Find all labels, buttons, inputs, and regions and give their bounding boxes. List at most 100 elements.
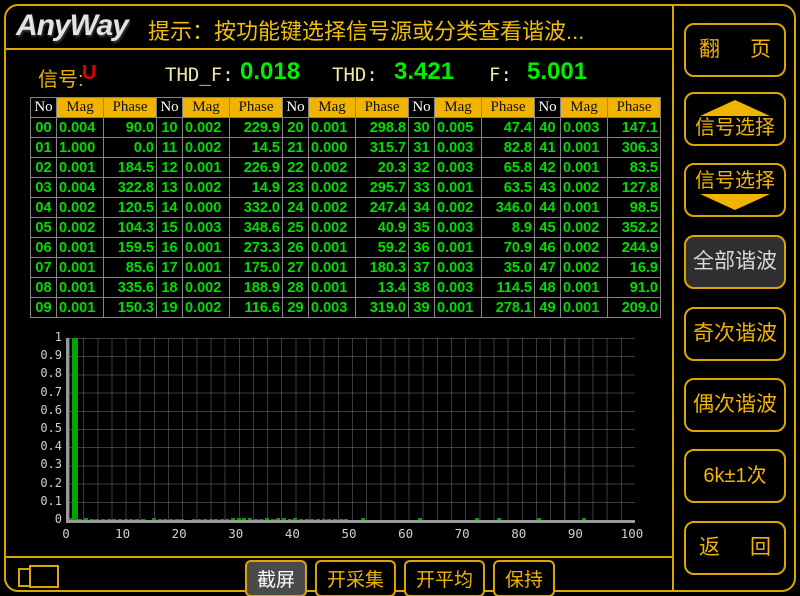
harmonic-no-cell: 09	[30, 297, 57, 318]
harmonic-mag-cell: 0.002	[308, 197, 356, 218]
y-tick-label: 0	[54, 512, 62, 526]
harmonic-mag-cell: 0.002	[56, 217, 104, 238]
harmonic-no-cell: 05	[30, 217, 57, 238]
screenshot-button[interactable]: 截屏	[244, 560, 307, 596]
col-header-no: No	[30, 97, 57, 118]
6k-plus-minus-1-label: 6k±1次	[703, 464, 767, 487]
harmonic-bar	[174, 519, 179, 520]
hint-text: 提示：按功能键选择信号源或分类查看谐波...	[148, 19, 585, 44]
harmonic-mag-cell: 0.002	[56, 197, 104, 218]
harmonic-mag-cell: 0.001	[308, 237, 356, 258]
all-harmonics-label: 全部谐波	[693, 249, 777, 273]
harmonic-phase-cell: 306.3	[607, 137, 661, 158]
harmonic-no-cell: 46	[534, 237, 561, 258]
y-tick-label: 0.5	[40, 421, 62, 435]
col-header-phase: Phase	[103, 97, 157, 118]
harmonic-no-cell: 48	[534, 277, 561, 298]
harmonic-bar	[282, 518, 287, 520]
harmonic-mag-cell: 0.001	[434, 177, 482, 198]
harmonic-mag-cell: 0.001	[560, 297, 608, 318]
harmonic-no-cell: 33	[408, 177, 435, 198]
harmonic-bar	[214, 519, 219, 520]
harmonic-phase-cell: 82.8	[481, 137, 535, 158]
harmonic-bar	[202, 519, 207, 520]
harmonic-bar	[100, 519, 105, 520]
harmonic-mag-cell: 0.002	[434, 197, 482, 218]
harmonic-phase-cell: 209.0	[607, 297, 661, 318]
harmonic-bar	[361, 518, 366, 520]
table-row: 04 0.002 120.5 14 0.000 332.0 24 0.002 247.4 34 0.…	[30, 197, 661, 218]
harmonic-phase-cell: 70.9	[481, 237, 535, 258]
harmonic-bar	[219, 519, 224, 520]
harmonic-no-cell: 10	[156, 117, 183, 138]
harmonic-mag-cell: 0.002	[182, 117, 230, 138]
return-button[interactable]: 返回	[684, 521, 786, 575]
harmonic-phase-cell: 35.0	[481, 257, 535, 278]
harmonic-phase-cell: 8.9	[481, 217, 535, 238]
harmonic-no-cell: 16	[156, 237, 183, 258]
harmonic-mag-cell: 0.001	[182, 237, 230, 258]
y-tick-label: 0.8	[40, 366, 62, 381]
harmonic-phase-cell: 315.7	[355, 137, 409, 158]
page-turn-button[interactable]: 翻页	[684, 23, 786, 77]
harmonic-bar	[333, 519, 338, 520]
bottom-separator	[6, 556, 672, 558]
harmonic-no-cell: 06	[30, 237, 57, 258]
thdf-value: 0.018	[240, 58, 301, 85]
harmonic-bar	[71, 338, 78, 520]
harmonic-phase-cell: 127.8	[607, 177, 661, 198]
harmonic-bar	[197, 519, 202, 520]
harmonic-no-cell: 43	[534, 177, 561, 198]
x-tick-label: 50	[341, 526, 357, 541]
harmonic-no-cell: 24	[282, 197, 309, 218]
harmonic-phase-cell: 273.3	[229, 237, 283, 258]
harmonic-phase-cell: 90.0	[103, 117, 157, 138]
x-tick-label: 20	[171, 526, 187, 541]
harmonic-bar	[253, 519, 258, 520]
harmonic-bar	[417, 518, 422, 520]
x-tick-label: 30	[228, 526, 244, 541]
harmonic-phase-cell: 14.5	[229, 137, 283, 158]
harmonic-no-cell: 00	[30, 117, 57, 138]
harmonic-no-cell: 23	[282, 177, 309, 198]
harmonic-no-cell: 39	[408, 297, 435, 318]
signal-select-down-label: 信号选择	[695, 169, 775, 192]
chart-plot-area	[66, 338, 635, 523]
harmonic-no-cell: 14	[156, 197, 183, 218]
harmonic-bar	[208, 519, 213, 520]
col-header-phase: Phase	[481, 97, 535, 118]
signal-select-down-button[interactable]: 信号选择	[684, 163, 786, 217]
y-tick-label: 0.3	[40, 457, 62, 472]
return-label: 回	[750, 535, 771, 559]
harmonic-no-cell: 36	[408, 237, 435, 258]
harmonic-no-cell: 29	[282, 297, 309, 318]
start-capture-button[interactable]: 开采集	[314, 560, 396, 596]
signal-select-up-button[interactable]: 信号选择	[684, 92, 786, 146]
harmonic-mag-cell: 0.002	[560, 177, 608, 198]
hold-button[interactable]: 保持	[493, 560, 556, 596]
even-harmonics-button[interactable]: 偶次谐波	[684, 378, 786, 432]
footer-button-bar: 截屏 开采集 开平均 保持	[244, 560, 556, 596]
harmonic-mag-cell: 0.001	[308, 257, 356, 278]
col-header-no: No	[156, 97, 183, 118]
harmonic-mag-cell: 0.002	[560, 217, 608, 238]
odd-harmonics-button[interactable]: 奇次谐波	[684, 307, 786, 361]
harmonic-phase-cell: 322.8	[103, 177, 157, 198]
harmonic-phase-cell: 247.4	[355, 197, 409, 218]
harmonic-phase-cell: 278.1	[481, 297, 535, 318]
6k-plus-minus-1-button[interactable]: 6k±1次	[684, 449, 786, 503]
odd-harmonics-label: 奇次谐波	[693, 321, 777, 345]
harmonic-no-cell: 30	[408, 117, 435, 138]
harmonic-mag-cell: 0.001	[560, 277, 608, 298]
harmonic-phase-cell: 175.0	[229, 257, 283, 278]
harmonic-bar	[293, 518, 298, 520]
harmonic-phase-cell: 85.6	[103, 257, 157, 278]
harmonic-mag-cell: 0.003	[308, 297, 356, 318]
harmonic-bar	[474, 518, 479, 520]
all-harmonics-button[interactable]: 全部谐波	[684, 235, 786, 289]
harmonic-no-cell: 32	[408, 157, 435, 178]
harmonic-no-cell: 13	[156, 177, 183, 198]
x-tick-label: 60	[398, 526, 414, 541]
start-average-button[interactable]: 开平均	[404, 560, 486, 596]
